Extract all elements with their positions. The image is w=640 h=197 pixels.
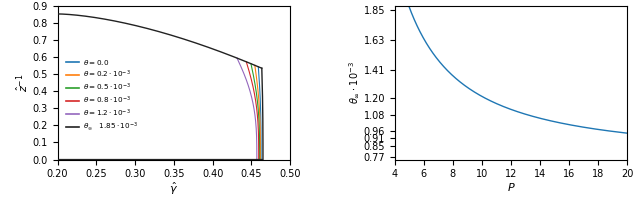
Y-axis label: $\hat{z}^{-1}$: $\hat{z}^{-1}$ xyxy=(15,73,31,92)
X-axis label: $\hat{\gamma}$: $\hat{\gamma}$ xyxy=(170,181,179,197)
Legend: $\theta = 0.0$, $\theta = 0.2 \cdot 10^{-3}$, $\theta = 0.5 \cdot 10^{-3}$, $\th: $\theta = 0.0$, $\theta = 0.2 \cdot 10^{… xyxy=(63,55,141,135)
X-axis label: $P$: $P$ xyxy=(507,181,515,193)
Y-axis label: $\theta_{\infty} \cdot 10^{-3}$: $\theta_{\infty} \cdot 10^{-3}$ xyxy=(347,61,360,104)
